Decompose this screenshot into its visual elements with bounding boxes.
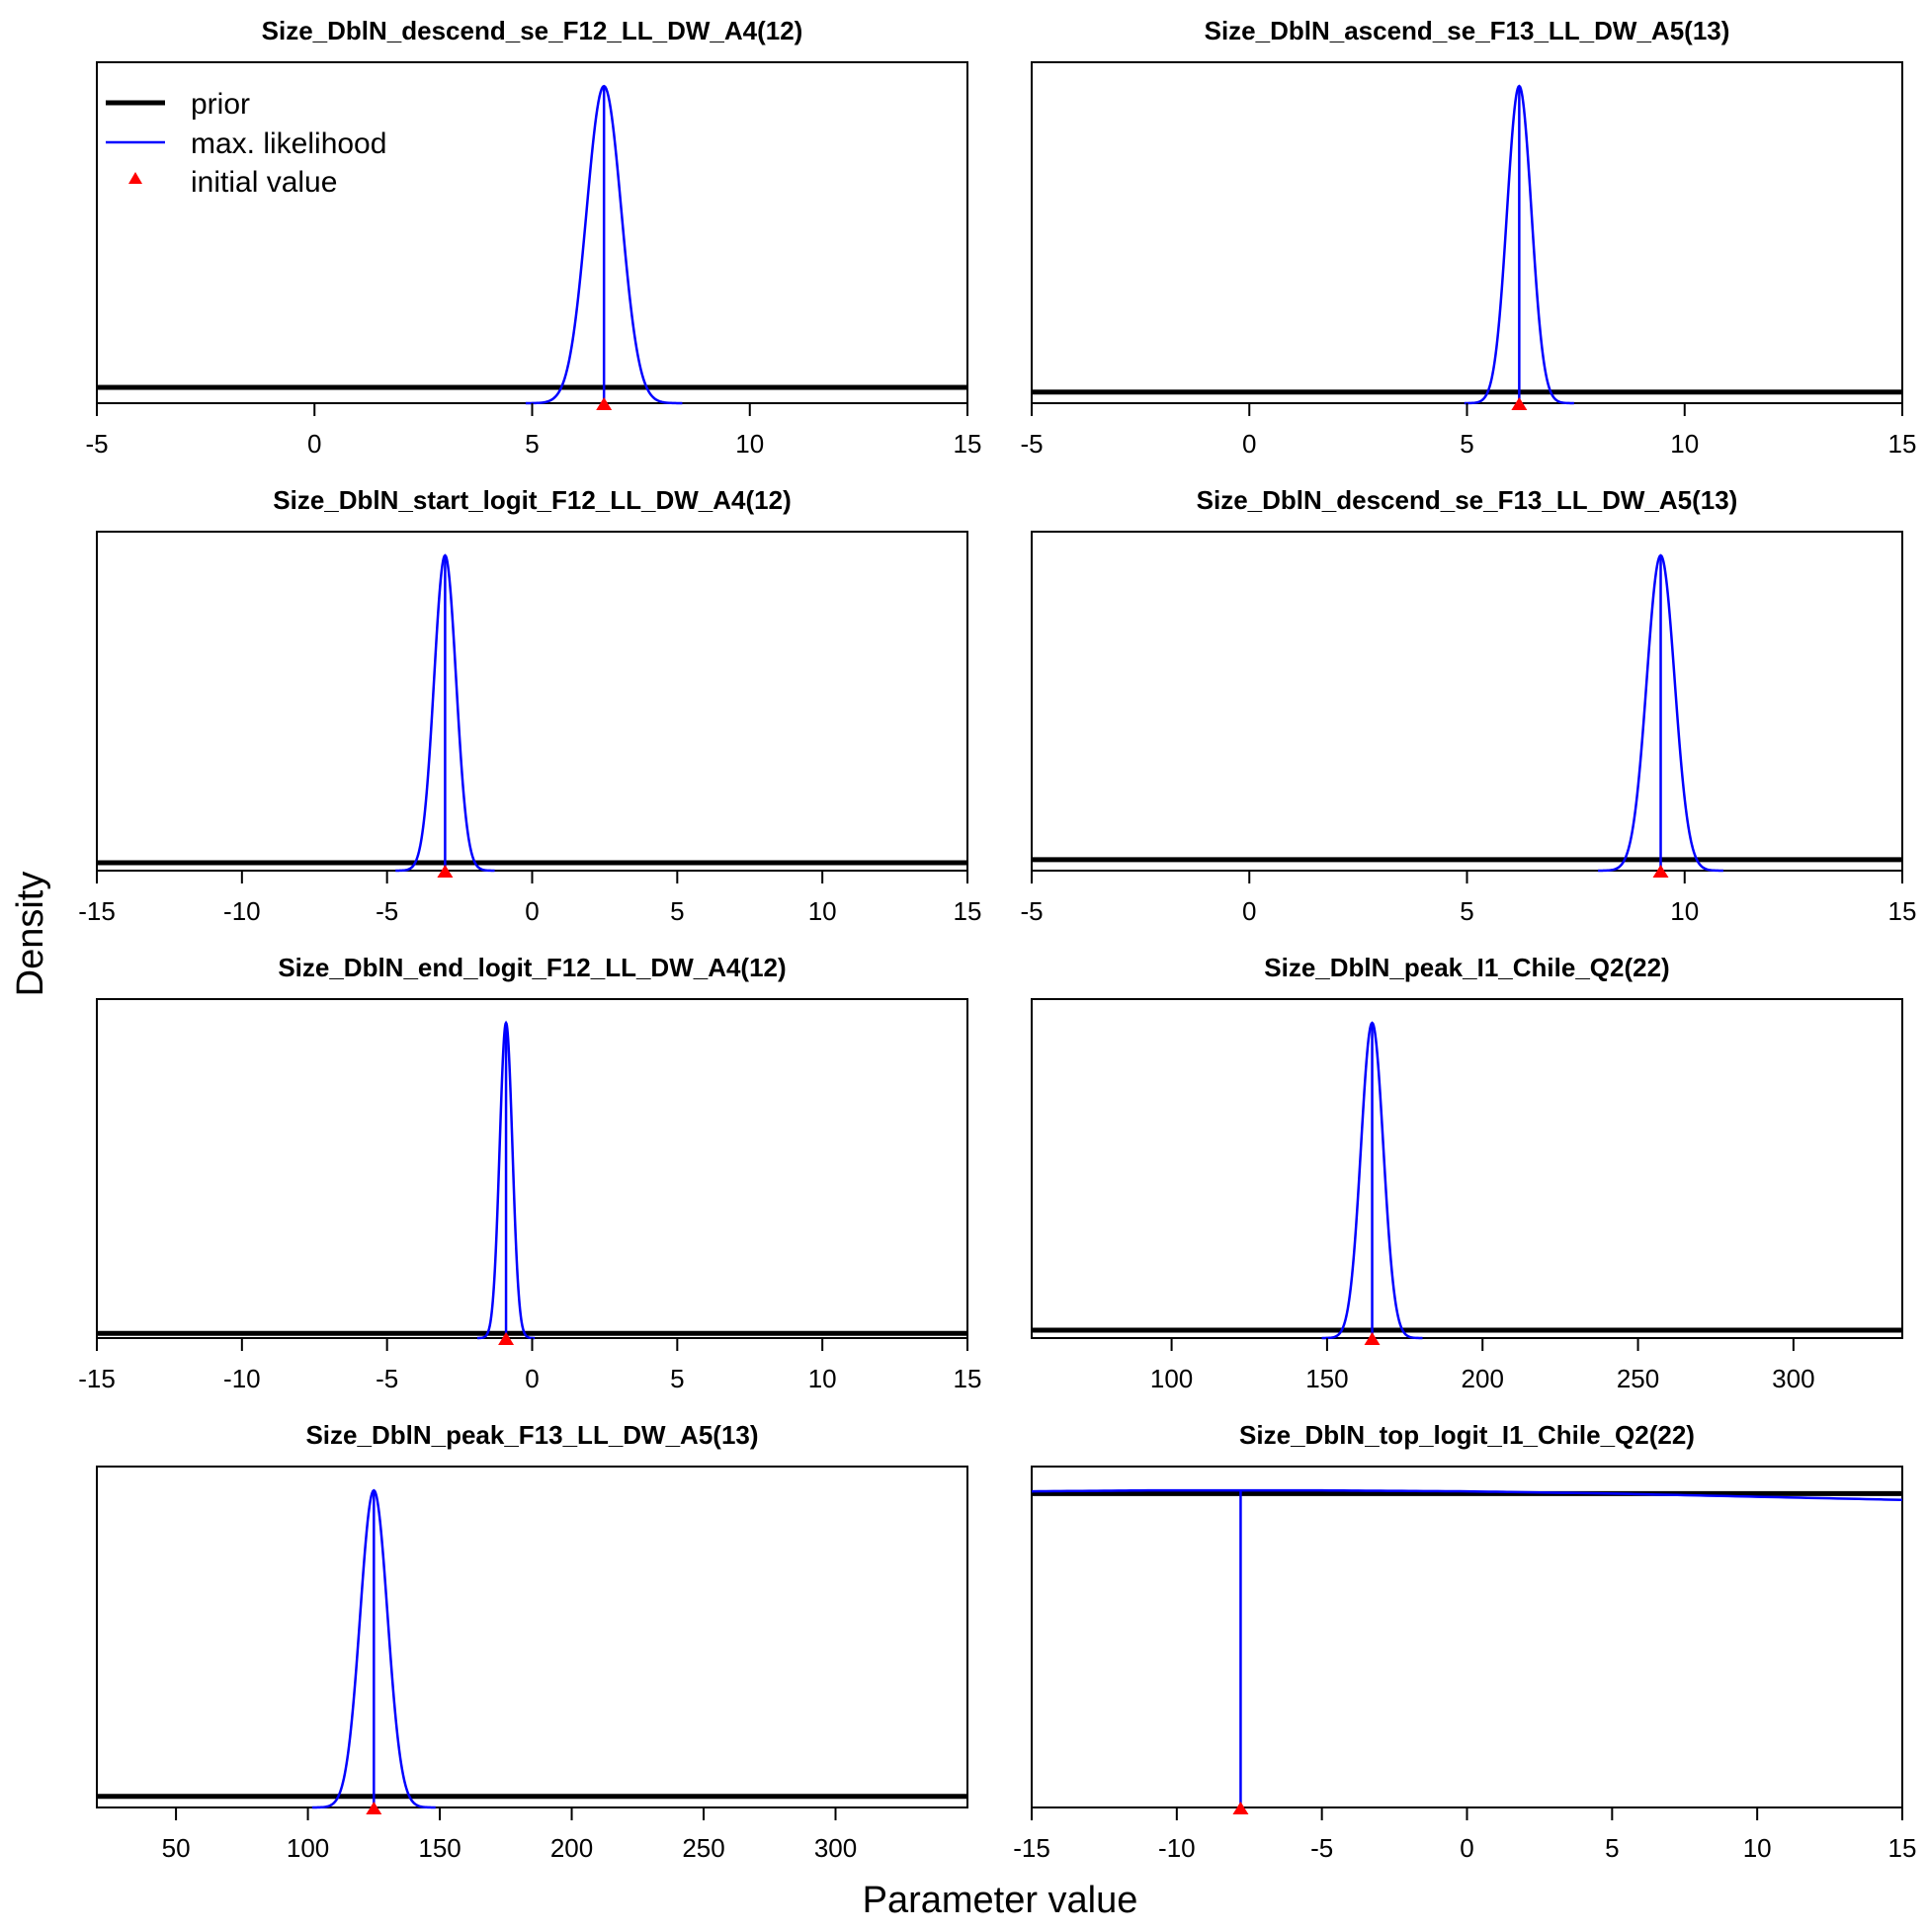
x-tick-label: 100 <box>1150 1364 1193 1393</box>
x-tick-label: 300 <box>814 1833 857 1863</box>
x-tick-label: 250 <box>1617 1364 1659 1393</box>
x-tick-label: -10 <box>223 896 261 926</box>
legend: prior max. likelihood initial value <box>106 88 386 199</box>
x-tick-label: 300 <box>1772 1364 1814 1393</box>
x-tick-label: 10 <box>1670 896 1699 926</box>
x-tick-label: -5 <box>85 429 108 459</box>
legend-initial-swatch <box>128 172 142 184</box>
x-tick-label: 150 <box>418 1833 461 1863</box>
x-tick-label: 5 <box>670 896 684 926</box>
x-tick-label: -15 <box>78 896 116 926</box>
x-tick-label: 15 <box>954 429 982 459</box>
x-tick-label: -10 <box>223 1364 261 1393</box>
x-tick-label: 0 <box>525 1364 539 1393</box>
initial-value-marker <box>1232 1802 1249 1814</box>
x-tick-label: 50 <box>162 1833 191 1863</box>
plot-frame <box>1031 531 1903 872</box>
x-axis-title: Parameter value <box>863 1880 1138 1921</box>
panel-7: Size_DblN_peak_F13_LL_DW_A5(13) 50 100 150 2… <box>96 1420 968 1863</box>
x-tick-label: 250 <box>682 1833 724 1863</box>
panel-5: Size_DblN_end_logit_F12_LL_DW_A4(12) -15 -… <box>78 953 981 1393</box>
x-tick-label: -5 <box>1020 429 1043 459</box>
initial-value-marker <box>1652 865 1669 878</box>
plot-frame <box>1031 61 1903 404</box>
x-tick-label: 5 <box>1605 1833 1619 1863</box>
plot-frame <box>1031 1466 1903 1808</box>
x-tick-label: 10 <box>808 1364 837 1393</box>
panel-1: Size_DblN_descend_se_F12_LL_DW_A4(12) -5 0… <box>85 16 981 459</box>
x-tick-label: 15 <box>1888 429 1917 459</box>
plot-frame <box>1031 998 1903 1339</box>
panel-2: Size_DblN_ascend_se_F13_LL_DW_A5(13) -5 0 5… <box>1020 16 1916 459</box>
x-tick-label: 10 <box>735 429 764 459</box>
panel-title: Size_DblN_top_logit_I1_Chile_Q2(22) <box>1239 1420 1695 1450</box>
panel-title: Size_DblN_end_logit_F12_LL_DW_A4(12) <box>278 953 786 982</box>
x-tick-label: 10 <box>1670 429 1699 459</box>
x-tick-label: 15 <box>954 896 982 926</box>
x-tick-label: -15 <box>1013 1833 1050 1863</box>
x-tick-label: 15 <box>1888 896 1917 926</box>
panels: Size_DblN_descend_se_F12_LL_DW_A4(12) -5 0… <box>78 16 1916 1863</box>
x-tick-label: 0 <box>1460 1833 1473 1863</box>
x-tick-label: 15 <box>954 1364 982 1393</box>
initial-value-marker <box>596 397 613 410</box>
x-tick-label: 5 <box>525 429 539 459</box>
x-tick-label: 0 <box>307 429 321 459</box>
x-tick-label: 0 <box>1242 429 1256 459</box>
plot-frame <box>96 1466 968 1808</box>
x-tick-label: -5 <box>376 1364 398 1393</box>
panel-title: Size_DblN_peak_F13_LL_DW_A5(13) <box>305 1420 758 1450</box>
legend-mle-label: max. likelihood <box>191 127 386 160</box>
initial-value-marker <box>437 865 454 878</box>
panel-title: Size_DblN_start_logit_F12_LL_DW_A4(12) <box>273 485 791 515</box>
mle-curve <box>1031 1488 1903 1502</box>
x-tick-label: -15 <box>78 1364 116 1393</box>
initial-value-marker <box>366 1802 382 1814</box>
panel-4: Size_DblN_descend_se_F13_LL_DW_A5(13) -5 0… <box>1020 485 1916 926</box>
x-tick-label: 5 <box>1460 896 1473 926</box>
panel-title: Size_DblN_ascend_se_F13_LL_DW_A5(13) <box>1205 16 1730 45</box>
panel-3: Size_DblN_start_logit_F12_LL_DW_A4(12) -1… <box>78 485 981 926</box>
x-tick-label: 0 <box>1242 896 1256 926</box>
x-tick-label: 200 <box>550 1833 593 1863</box>
x-tick-label: -5 <box>376 896 398 926</box>
y-axis-title: Density <box>10 872 51 997</box>
panel-title: Size_DblN_descend_se_F12_LL_DW_A4(12) <box>262 16 803 45</box>
x-tick-label: -5 <box>1020 896 1043 926</box>
x-tick-label: -10 <box>1158 1833 1196 1863</box>
x-tick-label: 5 <box>1460 429 1473 459</box>
x-tick-label: 0 <box>525 896 539 926</box>
x-tick-label: 10 <box>1743 1833 1772 1863</box>
legend-initial-label: initial value <box>191 166 337 199</box>
x-tick-label: 5 <box>670 1364 684 1393</box>
x-tick-label: 200 <box>1462 1364 1504 1393</box>
panel-title: Size_DblN_peak_I1_Chile_Q2(22) <box>1264 953 1669 982</box>
panel-6: Size_DblN_peak_I1_Chile_Q2(22) 100 150 200 2… <box>1031 953 1903 1393</box>
panel-8: Size_DblN_top_logit_I1_Chile_Q2(22) -15 -1… <box>1013 1420 1916 1863</box>
initial-value-marker <box>498 1332 515 1345</box>
initial-value-marker <box>1364 1332 1381 1345</box>
panel-title: Size_DblN_descend_se_F13_LL_DW_A5(13) <box>1197 485 1738 515</box>
plot-frame <box>96 998 968 1339</box>
initial-value-marker <box>1511 397 1528 410</box>
x-tick-label: 15 <box>1888 1833 1917 1863</box>
x-tick-label: 100 <box>287 1833 329 1863</box>
plot-frame <box>96 531 968 872</box>
x-tick-label: 10 <box>808 896 837 926</box>
x-tick-label: 150 <box>1305 1364 1348 1393</box>
x-tick-label: -5 <box>1310 1833 1333 1863</box>
legend-prior-label: prior <box>191 88 250 121</box>
